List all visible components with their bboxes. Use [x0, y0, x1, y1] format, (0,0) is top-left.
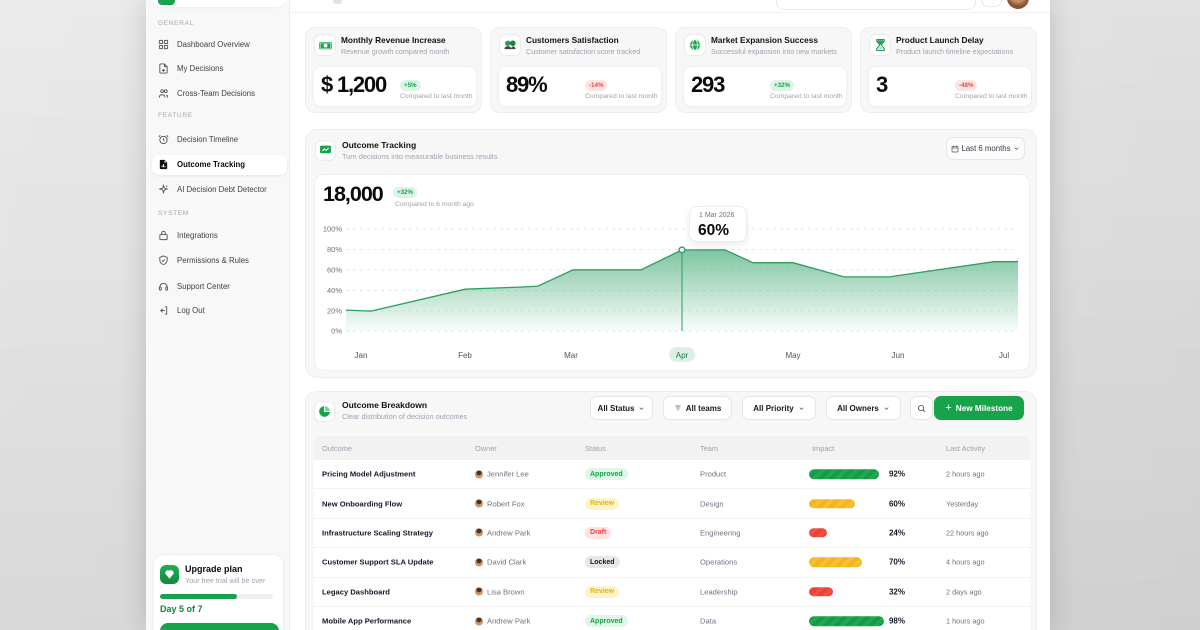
svg-text:40%: 40%: [327, 286, 342, 295]
svg-text:20%: 20%: [327, 306, 342, 315]
svg-text:Jun: Jun: [892, 351, 905, 360]
svg-text:0%: 0%: [331, 327, 342, 336]
svg-text:60%: 60%: [327, 266, 342, 275]
svg-text:Jan: Jan: [355, 351, 368, 360]
svg-text:Mar: Mar: [564, 351, 578, 360]
svg-text:100%: 100%: [323, 225, 343, 234]
svg-text:Apr: Apr: [676, 351, 689, 360]
svg-text:May: May: [785, 351, 800, 360]
svg-text:Feb: Feb: [458, 351, 472, 360]
svg-text:80%: 80%: [327, 245, 342, 254]
svg-text:Jul: Jul: [999, 351, 1009, 360]
